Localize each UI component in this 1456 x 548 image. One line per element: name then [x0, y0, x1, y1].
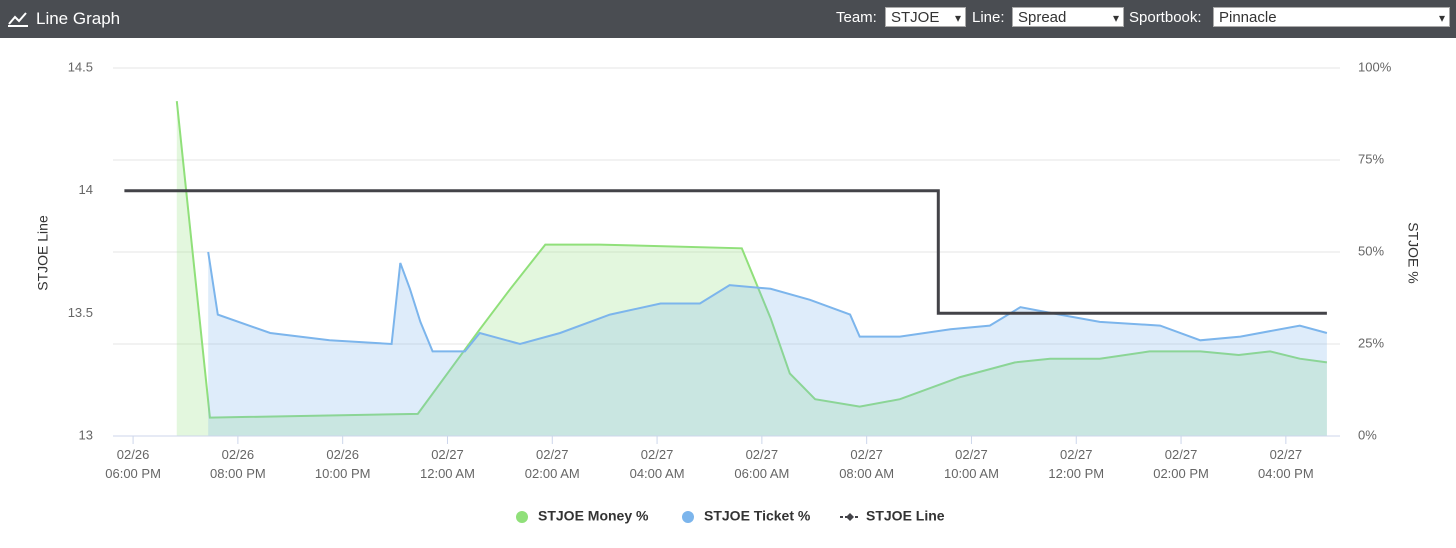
x-tick-label: 02/26 10:00 PM	[314, 447, 371, 481]
x-tick-label: 02/27 04:00 AM	[629, 447, 685, 481]
legend-label: STJOE Money %	[538, 508, 649, 524]
x-tick-label: 02/27 02:00 AM	[524, 447, 580, 481]
x-tick-label: 02/27 10:00 AM	[943, 447, 999, 481]
series-line	[207, 251, 1328, 353]
x-tick-label: 02/26 06:00 PM	[105, 447, 161, 481]
y-tick-label: 13.5	[68, 305, 93, 320]
x-labels: 02/26 06:00 PM 02/26 08:00 PM 02/26 10:00 …	[0, 38, 1456, 548]
control-label: Team:	[836, 9, 877, 26]
x-tick-label: 02/27 04:00 PM	[1258, 447, 1314, 481]
x-tick-label: 02/27 06:00 AM	[734, 447, 790, 481]
sportbook-select[interactable]: Pinnacle	[1213, 7, 1450, 28]
team-select[interactable]: STJOE	[885, 7, 966, 28]
control-label: Sportbook:	[1129, 9, 1202, 26]
legend-symbol	[516, 511, 528, 523]
y2-tick-label: 50%	[1358, 243, 1384, 258]
series-line	[124, 189, 1327, 315]
x-tick-label: 02/27 12:00 AM	[420, 447, 475, 481]
x-tick-label: 02/27 08:00 AM	[839, 447, 895, 481]
y2-tick-label: 75%	[1358, 151, 1384, 166]
x-tick-label: 02/27 02:00 PM	[1153, 447, 1209, 481]
legend-symbol	[682, 511, 694, 523]
header-title: Line Graph	[36, 9, 121, 28]
line-select[interactable]: Spread	[1012, 7, 1124, 28]
y2-axis-title: STJOE %	[1405, 222, 1421, 283]
chart-icon	[8, 12, 28, 27]
y2-tick-label: 25%	[1358, 335, 1384, 350]
y-tick-label: 13	[79, 427, 93, 442]
y-tick-label: 14	[79, 182, 93, 197]
legend-label: STJOE Ticket %	[704, 508, 811, 524]
y-tick-label: 14.5	[68, 59, 93, 74]
y2-tick-label: 0%	[1358, 427, 1377, 442]
control-label: Line:	[972, 9, 1005, 26]
series-area	[208, 252, 1327, 436]
y-axis-title: STJOE Line	[35, 215, 51, 291]
x-tick-label: 02/27 12:00 PM	[1048, 447, 1105, 481]
x-tick-label: 02/26 08:00 PM	[210, 447, 266, 481]
legend-symbol	[846, 513, 854, 521]
y2-tick-label: 100%	[1358, 59, 1392, 74]
series-line	[175, 100, 1328, 419]
chart: STJOE Line STJOE % 0% 25% 50% 75% 100% 13 13.5…	[35, 59, 1422, 524]
header: Line Graph Team: STJOE Line: Spread Spor…	[0, 0, 1456, 38]
legend-label: STJOE Line	[866, 508, 945, 524]
